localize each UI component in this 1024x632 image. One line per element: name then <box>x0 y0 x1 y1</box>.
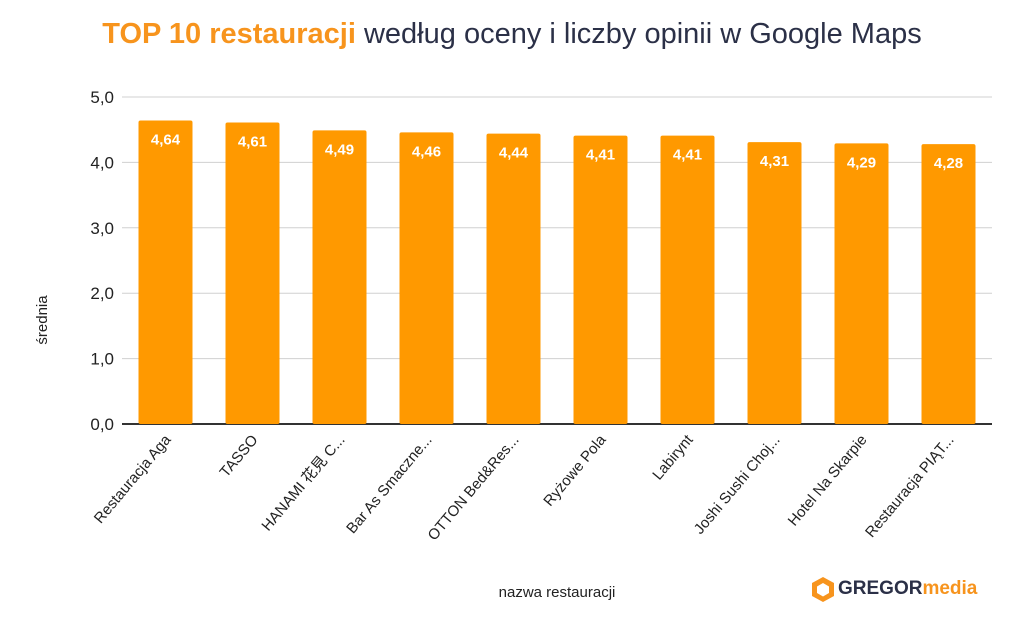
bar <box>138 120 193 424</box>
logo-text-gregor: GREGOR <box>838 578 923 599</box>
x-axis-label: nazwa restauracji <box>499 584 616 601</box>
x-tick-label: TASSO <box>217 432 262 481</box>
x-tick-label: Labirynt <box>649 431 697 483</box>
data-label: 4,28 <box>934 155 963 172</box>
y-axis-label: średnia <box>34 295 51 345</box>
data-label: 4,41 <box>586 147 615 164</box>
data-label: 4,41 <box>673 147 702 164</box>
y-tick-label: 4,0 <box>90 153 114 172</box>
y-tick-label: 3,0 <box>90 219 114 238</box>
data-label: 4,29 <box>847 154 876 171</box>
x-tick-label: Hotel Na Skarpie <box>785 432 871 530</box>
bar <box>312 130 367 424</box>
data-label: 4,61 <box>238 134 267 151</box>
x-tick-label: Restauracja PIĄT... <box>862 432 958 541</box>
x-tick-label: HANAMI 花見 C... <box>258 432 348 535</box>
x-tick-label: Bar As Smaczne... <box>343 432 435 537</box>
y-tick-label: 5,0 <box>90 88 114 107</box>
data-label: 4,64 <box>151 132 181 149</box>
x-tick-label: Ryżowe Pola <box>540 431 610 509</box>
chart-title: TOP 10 restauracji według oceny i liczby… <box>0 18 1024 51</box>
bar <box>225 122 280 425</box>
bar <box>747 142 802 424</box>
y-tick-label: 0,0 <box>90 415 114 434</box>
y-tick-label: 2,0 <box>90 284 114 303</box>
x-tick-label: Joshi Sushi Choj... <box>691 432 784 538</box>
logo-hexagon-icon <box>812 577 834 602</box>
bar <box>834 143 889 424</box>
title-rest: według oceny i liczby opinii w Google Ma… <box>363 18 922 50</box>
data-label: 4,46 <box>412 143 441 160</box>
bar <box>486 133 541 424</box>
bar <box>921 144 976 424</box>
y-tick-label: 1,0 <box>90 350 114 369</box>
title-highlight: TOP 10 restauracji <box>102 18 356 50</box>
x-tick-label: Restauracja Aga <box>91 431 175 527</box>
x-tick-label: OTTON Bed&Res... <box>425 432 523 544</box>
data-label: 4,49 <box>325 141 354 158</box>
data-label: 4,31 <box>760 153 789 170</box>
bar <box>399 132 454 425</box>
data-label: 4,44 <box>499 145 529 162</box>
bar <box>573 135 628 424</box>
bar <box>660 135 715 424</box>
logo-text-media: media <box>922 578 978 599</box>
gregormedia-logo: GREGOR media <box>810 574 977 604</box>
